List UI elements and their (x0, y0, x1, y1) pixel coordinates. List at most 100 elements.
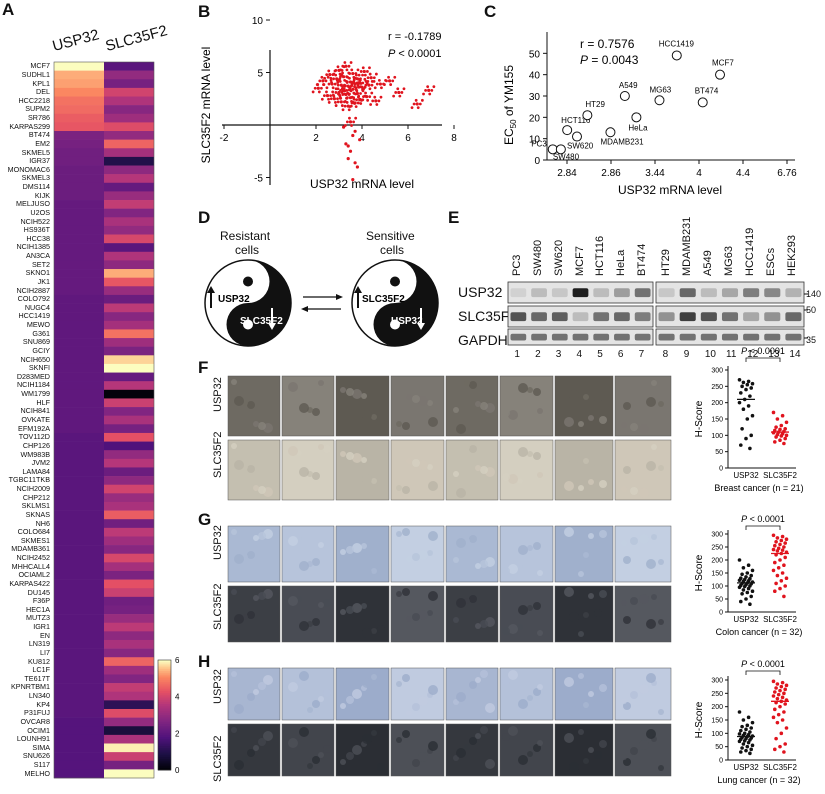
heatmap-cell-slc35f2 (104, 269, 154, 278)
hs-point (748, 730, 752, 734)
blot-band (743, 312, 760, 322)
colorbar-segment (158, 716, 171, 720)
b-point (329, 97, 333, 101)
colorbar-segment (158, 760, 171, 764)
heatmap-row-label: TGBC11TKB (8, 475, 50, 485)
b-point (373, 95, 377, 99)
colorbar-segment (158, 746, 171, 749)
hs-point (744, 436, 748, 441)
heatmap-row-label: MCF7 (30, 61, 50, 71)
hs-ytick-label: 200 (711, 558, 723, 565)
b-point (368, 72, 372, 76)
hs-point (783, 541, 787, 545)
colorbar-segment (158, 735, 171, 738)
b-point (400, 91, 404, 94)
heatmap-cell-slc35f2 (104, 398, 154, 408)
hs-point (748, 446, 752, 451)
hs-point (746, 563, 751, 567)
heatmap-cell-slc35f2 (104, 277, 154, 287)
heatmap-cell-usp32 (54, 665, 104, 675)
b-point (359, 82, 363, 85)
b-point (339, 96, 343, 100)
hs-xlabel-usp32: USP32 (733, 615, 759, 624)
b-point (353, 85, 356, 89)
panel-label-h: H (198, 652, 211, 671)
heatmap-cell-usp32 (54, 156, 104, 166)
lane-number: 7 (638, 349, 645, 360)
heatmap-cell-slc35f2 (104, 614, 154, 624)
heatmap-row-label: MDAMB361 (11, 544, 50, 554)
heatmap-cell-usp32 (54, 148, 104, 158)
c-point-label: MCF7 (712, 59, 734, 68)
hs-ytick-label: 100 (711, 584, 723, 591)
hs-point (771, 533, 776, 538)
b-point (362, 87, 366, 91)
b-point (430, 88, 434, 92)
blot-band (593, 288, 610, 298)
colorbar-segment (158, 729, 171, 732)
heatmap-cell-usp32 (54, 191, 104, 201)
colorbar-segment (158, 671, 171, 674)
b-point (345, 80, 349, 84)
hs-point (782, 691, 786, 696)
c-ytick-label: 40 (529, 71, 541, 82)
hs-point (782, 545, 786, 549)
heatmap-cell-usp32 (54, 329, 104, 339)
hs-point (739, 443, 743, 447)
blot-band (634, 288, 651, 298)
hs-point (778, 744, 782, 749)
c-ytick-label: 10 (529, 135, 541, 146)
hs-point (749, 747, 753, 752)
hs-point (745, 382, 750, 387)
hs-pvalue: P < 0.0001 (741, 659, 785, 669)
heatmap-cell-slc35f2 (104, 312, 154, 322)
colorbar-tick: 6 (175, 656, 180, 665)
heatmap-cell-slc35f2 (104, 286, 154, 296)
b-point (427, 88, 431, 92)
hs-point (782, 710, 786, 714)
blot-band (510, 333, 527, 341)
b-point (336, 83, 340, 87)
hs-point (773, 589, 777, 593)
heatmap-cell-usp32 (54, 752, 104, 762)
lane-number: 1 (514, 349, 520, 360)
hs-point (748, 751, 752, 756)
c-point-label: PC3 (531, 139, 547, 148)
heatmap-row-label: OVCAR8 (20, 716, 50, 726)
blot-band (614, 333, 630, 341)
heatmap-row-label: SUPM2 (25, 104, 50, 114)
hs-point (741, 588, 746, 592)
hs-point (779, 434, 784, 438)
heatmap-cell-usp32 (54, 372, 104, 382)
b-point (324, 79, 328, 83)
b-point (393, 75, 397, 79)
hs-point (771, 679, 776, 684)
hs-point (749, 433, 753, 438)
hs-point (783, 687, 787, 692)
b-xtick-label: 2 (313, 133, 319, 144)
heatmap-cell-slc35f2 (104, 596, 154, 606)
heatmap-cell-usp32 (54, 760, 104, 770)
heatmap-cell-slc35f2 (104, 493, 154, 503)
c-point (562, 125, 573, 136)
c-point-label: HCT116 (561, 116, 591, 125)
hs-point (776, 712, 781, 717)
b-point (332, 97, 336, 101)
hs-point (774, 540, 778, 544)
lane-number: 2 (535, 349, 541, 360)
heatmap-row-label: P31FUJ (24, 708, 50, 718)
hs-point (784, 726, 789, 730)
heatmap-cell-usp32 (54, 320, 104, 330)
panel-b-xlabel: USP32 mRNA level (310, 177, 414, 191)
hs-point (740, 572, 744, 577)
heatmap-row-label: SKNO1 (25, 268, 50, 278)
colorbar-segment (158, 713, 171, 716)
blot-row-slc35f2: SLC35F2 (458, 308, 518, 324)
b-point (343, 78, 347, 82)
heatmap-cell-slc35f2 (104, 527, 154, 537)
d-right-top: SLC35F2 (362, 294, 405, 305)
heatmap-row-label: LN340 (28, 691, 50, 701)
b-point (329, 76, 333, 80)
heatmap-row-label: WM983B (20, 449, 50, 459)
b-point (336, 97, 339, 101)
